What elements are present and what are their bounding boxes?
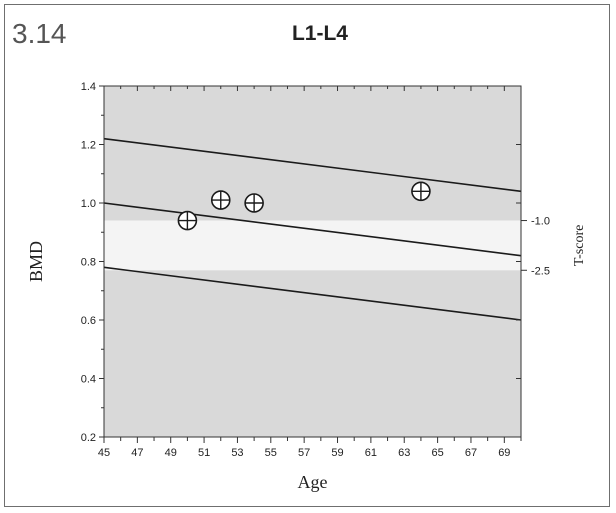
data-point xyxy=(244,193,264,213)
reference-line-2 xyxy=(103,266,522,321)
data-point xyxy=(210,190,231,210)
y-tick-label: 1.0 xyxy=(81,198,96,210)
t-score-tick-label: -2.5 xyxy=(531,265,550,277)
x-axis-label: Age xyxy=(298,472,328,492)
band-2 xyxy=(104,270,521,437)
band-0 xyxy=(104,86,521,221)
reference-line-0 xyxy=(103,137,522,193)
reference-lines xyxy=(103,137,522,321)
y-axis-label: BMD xyxy=(26,241,46,282)
x-tick-label: 51 xyxy=(198,447,210,459)
y-tick-label: 1.4 xyxy=(81,81,96,93)
x-tick-label: 47 xyxy=(131,447,143,459)
x-tick-label: 69 xyxy=(498,447,510,459)
t-score-axis-label: T-score xyxy=(572,225,587,266)
figure-number: 3.14 xyxy=(12,18,67,49)
x-tick-label: 67 xyxy=(465,447,477,459)
y-tick-label: 0.2 xyxy=(81,432,96,444)
t-score-tick-label: -1.0 xyxy=(531,216,550,228)
data-points xyxy=(177,181,431,231)
y-tick-label: 1.2 xyxy=(81,140,96,152)
band-1 xyxy=(104,220,521,271)
x-tick-label: 61 xyxy=(365,447,377,459)
x-tick-label: 45 xyxy=(98,447,110,459)
x-tick-label: 53 xyxy=(231,447,243,459)
t-score-bands xyxy=(104,86,521,437)
y-tick-label: 0.4 xyxy=(81,374,96,386)
x-tick-label: 63 xyxy=(398,447,410,459)
x-tick-label: 65 xyxy=(431,447,443,459)
x-tick-label: 55 xyxy=(265,447,277,459)
reference-line-1 xyxy=(103,202,522,257)
x-tick-label: 49 xyxy=(165,447,177,459)
x-tick-label: 57 xyxy=(298,447,310,459)
y-tick-label: 0.8 xyxy=(81,257,96,269)
y-tick-label: 0.6 xyxy=(81,315,96,327)
x-tick-label: 59 xyxy=(331,447,343,459)
data-point xyxy=(411,181,431,202)
chart-title: L1-L4 xyxy=(291,22,348,45)
data-point xyxy=(177,210,198,231)
plot-axes: 0.2 0.4 0.6 0.8 1.0 1.2 1.4 45 47 49 51 53 55 57 59 61 6… xyxy=(81,81,550,459)
